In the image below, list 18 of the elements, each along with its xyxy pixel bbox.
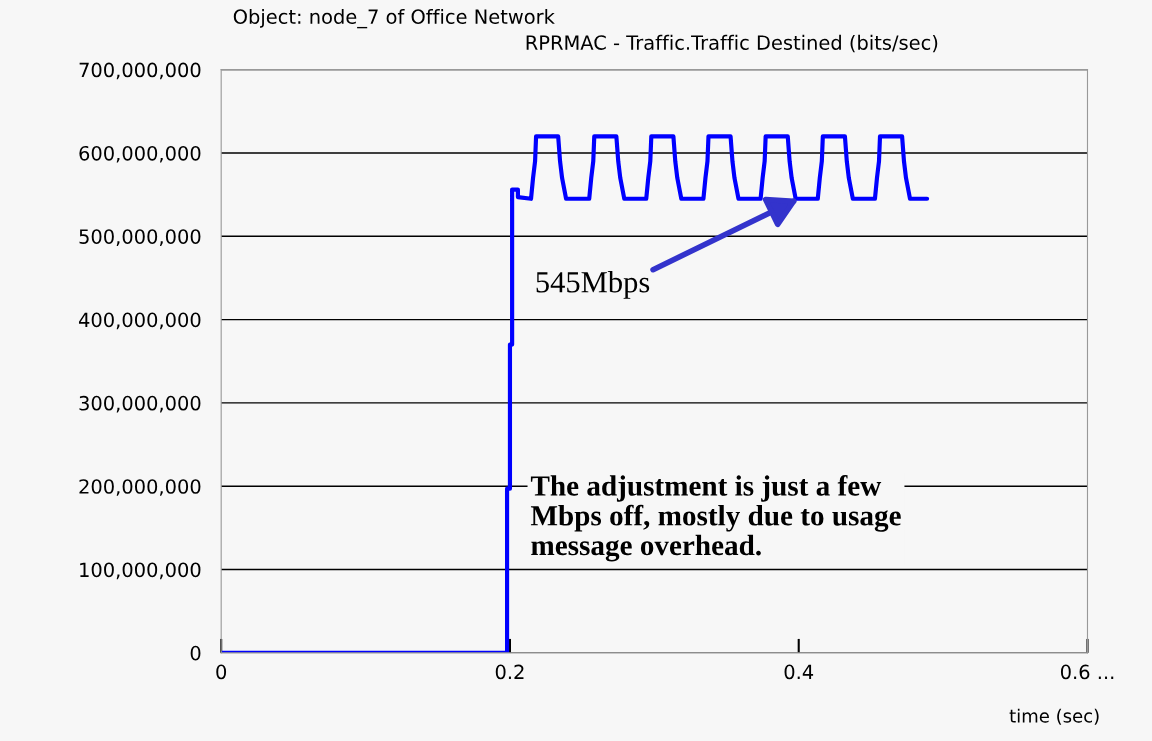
y-tick-label: 600,000,000: [79, 145, 201, 163]
x-tick-label: 0.6 ...: [1060, 664, 1114, 680]
x-tick-label: 0.2: [495, 664, 524, 680]
x-tick-label: 0: [216, 664, 227, 680]
annotation: The adjustment is just a few Mbps off, mostly due to usage message overhead.: [530, 474, 901, 562]
y-tick-label: 700,000,000: [79, 62, 201, 80]
chart-title: Object: node_7 of Office Network: [233, 8, 555, 29]
y-tick-label: 500,000,000: [79, 229, 201, 246]
line-series: [221, 134, 930, 653]
y-tick-label: 100,000,000: [80, 562, 201, 580]
x-tick-label: 0.4: [784, 664, 814, 680]
chart-subtitle: RPRMAC - Traffic.Traffic Destined (bits/sec): [526, 34, 938, 53]
y-tick-label: 0: [190, 645, 201, 661]
x-axis-title: time (sec): [1009, 708, 1099, 725]
y-tick-label: 400,000,000: [78, 312, 201, 330]
y-tick-label: 300,000,000: [79, 395, 201, 413]
annotation: 545Mbps: [536, 271, 650, 299]
y-tick-label: 200,000,000: [79, 479, 201, 496]
